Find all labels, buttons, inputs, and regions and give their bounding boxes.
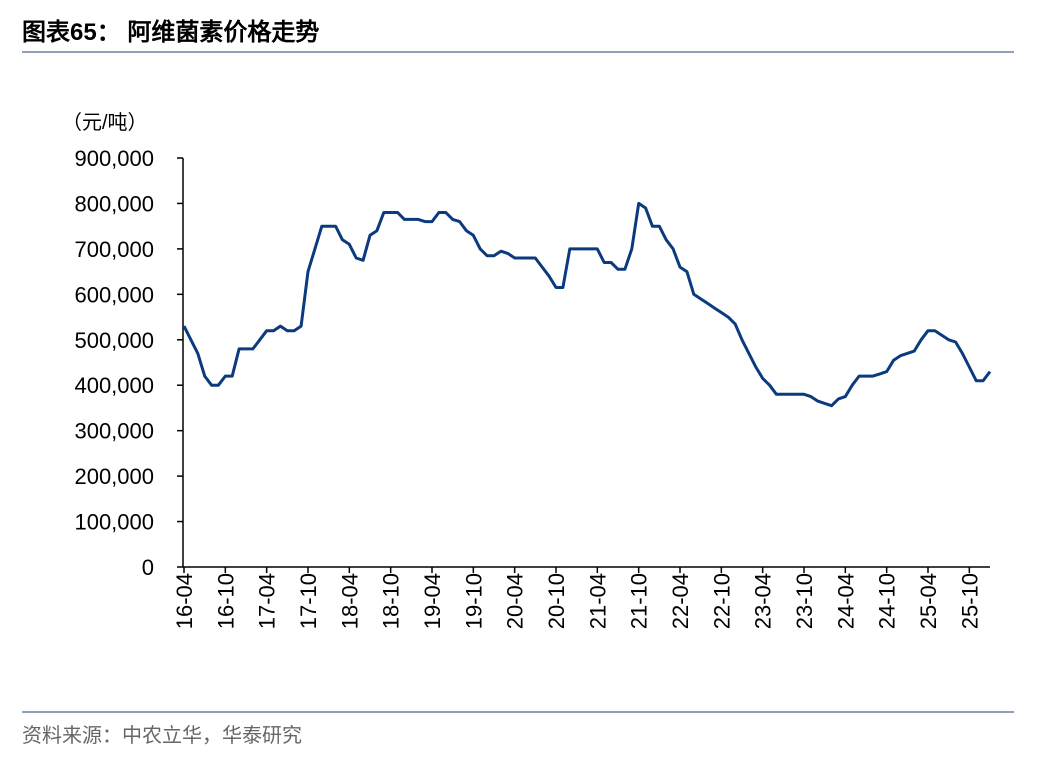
x-tick-label: 23-10 [792,573,817,629]
y-tick-label: 500,000 [74,328,154,353]
x-tick-label: 20-10 [544,573,569,629]
x-tick-label: 18-10 [379,573,404,629]
y-tick-label: 800,000 [74,191,154,216]
x-tick-label: 23-04 [751,573,776,629]
x-tick-label: 22-04 [668,573,693,629]
y-tick-label: 400,000 [74,373,154,398]
x-tick-label: 17-04 [255,573,280,629]
y-tick-label: 700,000 [74,237,154,262]
x-tick-label: 24-10 [875,573,900,629]
chart-title: 图表65： 阿维菌素价格走势 [22,18,319,46]
y-tick-label: 900,000 [74,146,154,171]
y-tick-label: 600,000 [74,282,154,307]
x-tick-label: 16-10 [213,573,238,629]
price-line [182,201,992,408]
x-tick-label: 19-04 [420,573,445,629]
x-tick-label: 16-04 [172,573,197,629]
y-tick-label: 200,000 [74,464,154,489]
y-tick-label: 0 [142,555,154,580]
x-tick-label: 19-10 [461,573,486,629]
x-tick-label: 18-04 [337,573,362,629]
x-tick-label: 21-04 [585,573,610,629]
x-tick-label: 25-10 [957,573,982,629]
source-note: 资料来源：中农立华，华泰研究 [22,724,302,747]
x-tick-label: 24-04 [833,573,858,629]
y-tick-label: 100,000 [74,510,154,535]
x-tick-label: 25-04 [916,573,941,629]
y-tick-label: 300,000 [74,419,154,444]
x-tick-label: 17-10 [296,573,321,629]
y-axis-unit: （元/吨） [62,111,148,134]
x-tick-label: 22-10 [709,573,734,629]
x-tick-label: 20-04 [503,573,528,629]
x-tick-label: 21-10 [627,573,652,629]
